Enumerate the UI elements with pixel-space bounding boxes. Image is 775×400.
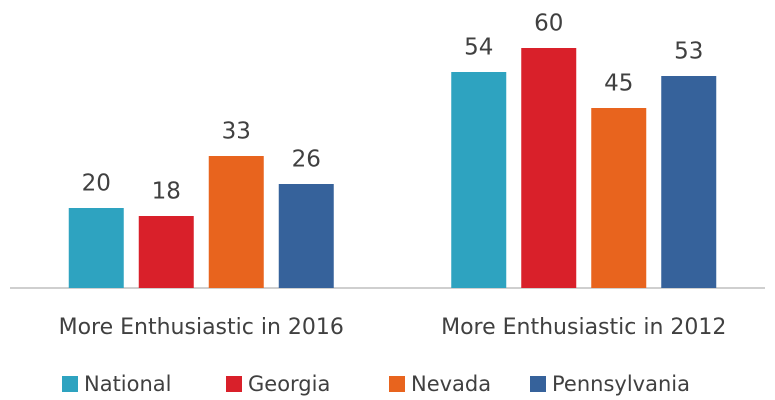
legend-swatch bbox=[226, 376, 242, 392]
legend-label: Pennsylvania bbox=[552, 372, 690, 396]
legend-label: Nevada bbox=[411, 372, 491, 396]
data-label: 60 bbox=[534, 11, 563, 37]
data-label: 33 bbox=[222, 119, 251, 145]
bar bbox=[208, 156, 264, 288]
bar bbox=[521, 48, 577, 288]
x-tick-label: More Enthusiastic in 2012 bbox=[441, 315, 726, 340]
data-label: 45 bbox=[604, 71, 633, 97]
data-label: 53 bbox=[674, 39, 703, 65]
data-label: 18 bbox=[152, 179, 181, 205]
legend-swatch bbox=[389, 376, 405, 392]
bar bbox=[661, 76, 717, 288]
bar bbox=[451, 72, 507, 288]
legend-label: Georgia bbox=[248, 372, 330, 396]
bar bbox=[278, 184, 334, 288]
data-label: 20 bbox=[82, 171, 111, 197]
data-label: 26 bbox=[292, 147, 321, 173]
legend-label: National bbox=[84, 372, 172, 396]
bar bbox=[138, 216, 194, 288]
legend-swatch bbox=[530, 376, 546, 392]
x-tick-label: More Enthusiastic in 2016 bbox=[59, 315, 344, 340]
bar bbox=[591, 108, 647, 288]
data-label: 54 bbox=[464, 35, 493, 61]
bar bbox=[68, 208, 124, 288]
legend-swatch bbox=[62, 376, 78, 392]
